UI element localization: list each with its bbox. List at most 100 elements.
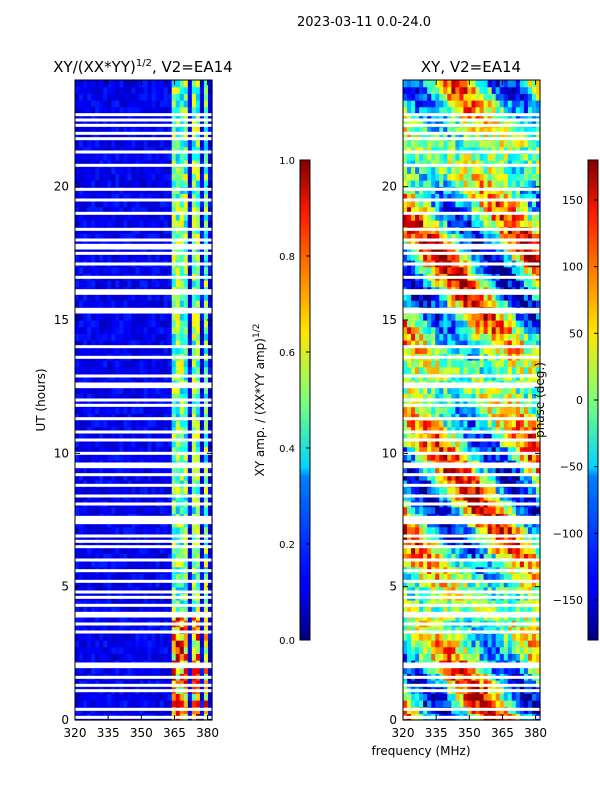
heatmap-cell (427, 526, 432, 534)
masked-time-band (75, 291, 212, 295)
heatmap-cell (183, 440, 189, 448)
heatmap-cell (111, 466, 116, 474)
heatmap-cell (95, 146, 100, 154)
heatmap-cell (171, 293, 177, 301)
heatmap-cell (175, 193, 181, 201)
heatmap-cell (119, 540, 124, 548)
heatmap-cell (511, 646, 517, 654)
heatmap-cell (79, 680, 84, 688)
heatmap-cell (187, 246, 193, 254)
heatmap-cell (451, 553, 456, 561)
heatmap-cell (131, 393, 137, 401)
heatmap-cell (75, 646, 80, 654)
heatmap-cell (99, 413, 104, 421)
heatmap-cell (91, 253, 96, 261)
heatmap-cell (75, 506, 80, 514)
heatmap-cell (139, 126, 145, 134)
heatmap-cell (115, 606, 120, 614)
heatmap-cell (171, 280, 177, 288)
heatmap-cell (479, 606, 485, 614)
heatmap-cell (499, 560, 505, 568)
heatmap-cell (91, 166, 96, 174)
heatmap-cell (499, 406, 505, 414)
heatmap-cell (187, 473, 193, 481)
heatmap-cell (531, 473, 537, 481)
heatmap-cell (147, 440, 153, 448)
heatmap-cell (95, 633, 100, 641)
heatmap-cell (143, 666, 149, 674)
heatmap-cell (183, 160, 189, 168)
heatmap-cell (447, 400, 452, 408)
heatmap-cell (475, 653, 481, 661)
heatmap-cell (83, 146, 88, 154)
heatmap-cell (207, 313, 213, 321)
heatmap-cell (151, 546, 157, 554)
heatmap-cell (191, 600, 197, 608)
heatmap-cell (87, 526, 92, 534)
heatmap-cell (471, 700, 477, 708)
heatmap-cell (471, 666, 477, 674)
heatmap-cell (139, 173, 145, 181)
heatmap-cell (99, 580, 104, 588)
heatmap-cell (467, 653, 473, 661)
heatmap-cell (99, 473, 104, 481)
heatmap-cell (511, 480, 517, 488)
heatmap-cell (99, 360, 104, 368)
heatmap-cell (115, 506, 120, 514)
heatmap-cell (75, 206, 80, 214)
heatmap-cell (407, 626, 412, 634)
heatmap-cell (523, 680, 529, 688)
heatmap-cell (435, 606, 440, 614)
heatmap-cell (435, 553, 440, 561)
heatmap-cell (535, 440, 541, 448)
heatmap-cell (195, 173, 201, 181)
heatmap-cell (111, 473, 116, 481)
heatmap-cell (115, 240, 120, 248)
heatmap-cell (187, 653, 193, 661)
heatmap-cell (447, 626, 452, 634)
heatmap-cell (527, 546, 533, 554)
heatmap-cell (123, 633, 128, 641)
heatmap-cell (131, 140, 137, 148)
heatmap-cell (187, 280, 193, 288)
heatmap-cell (459, 433, 465, 441)
heatmap-cell (75, 173, 80, 181)
heatmap-cell (83, 113, 88, 121)
heatmap-cell (139, 300, 145, 308)
heatmap-cell (111, 586, 116, 594)
heatmap-cell (439, 420, 444, 428)
heatmap-cell (207, 346, 213, 354)
heatmap-cell (155, 86, 161, 94)
heatmap-cell (135, 120, 141, 128)
heatmap-cell (183, 246, 189, 254)
heatmap-cell (527, 560, 533, 568)
heatmap-cell (79, 400, 84, 408)
heatmap-cell (111, 606, 116, 614)
heatmap-cell (167, 86, 173, 94)
heatmap-cell (199, 173, 205, 181)
heatmap-cell (487, 700, 493, 708)
heatmap-cell (495, 600, 501, 608)
heatmap-cell (119, 280, 124, 288)
heatmap-cell (435, 446, 440, 454)
heatmap-cell (443, 586, 448, 594)
heatmap-cell (199, 446, 205, 454)
heatmap-cell (459, 420, 465, 428)
heatmap-cell (423, 506, 428, 514)
heatmap-cell (531, 440, 537, 448)
heatmap-cell (183, 153, 189, 161)
heatmap-cell (135, 153, 141, 161)
heatmap-cell (151, 626, 157, 634)
heatmap-cell (431, 573, 436, 581)
heatmap-cell (179, 680, 185, 688)
heatmap-cell (455, 573, 461, 581)
heatmap-cell (155, 346, 161, 354)
heatmap-cell (175, 300, 181, 308)
heatmap-cell (443, 573, 448, 581)
heatmap-cell (183, 546, 189, 554)
heatmap-cell (163, 240, 169, 248)
heatmap-cell (183, 506, 189, 514)
heatmap-cell (203, 266, 209, 274)
heatmap-cell (171, 386, 177, 394)
heatmap-cell (483, 480, 489, 488)
